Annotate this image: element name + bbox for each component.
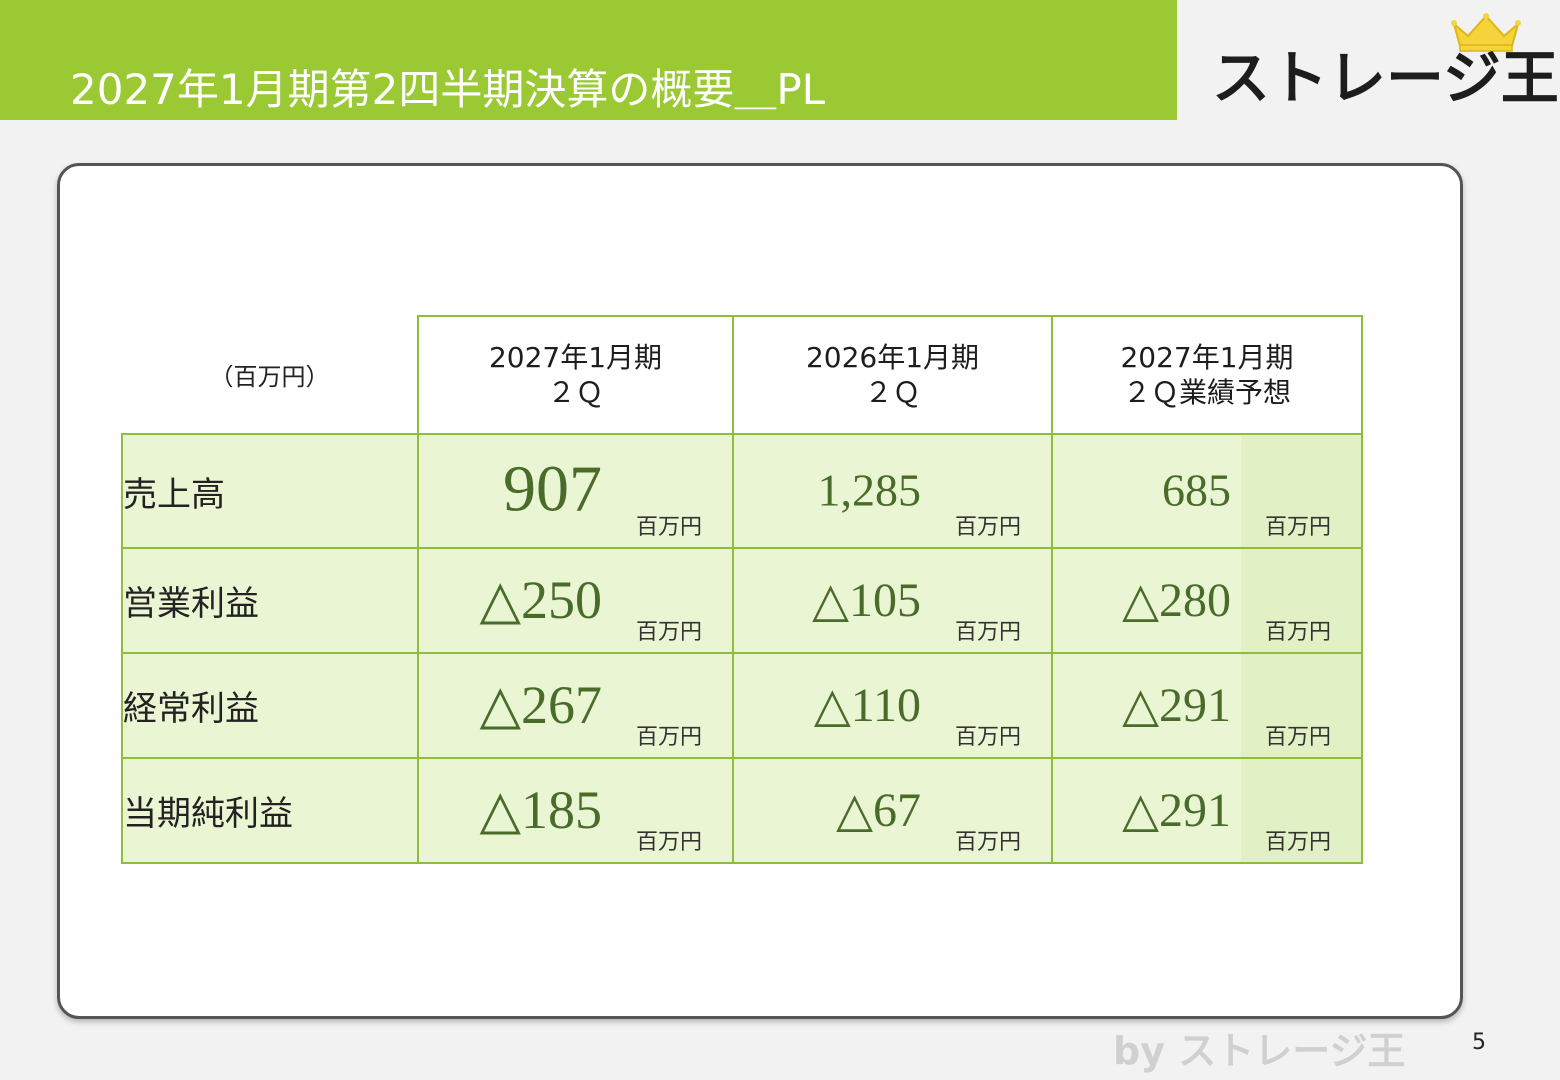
value-number: △105: [812, 573, 921, 627]
value-number: △185: [479, 779, 602, 840]
value-number: △280: [1122, 573, 1231, 627]
value-number: △250: [479, 569, 602, 630]
brand-logo: ストレージ王: [1212, 10, 1559, 110]
unit-suffix: 百万円: [635, 620, 702, 645]
value-number: 1,285: [817, 464, 922, 516]
table-header-row: （百万円） 2027年1月期 ２Ｑ 2026年1月期 ２Ｑ 2027年1月期 ２…: [122, 315, 1363, 435]
column-header: 2027年1月期 ２Ｑ: [417, 315, 734, 435]
cell-shade: [1241, 760, 1360, 861]
unit-label: （百万円）: [122, 316, 419, 435]
column-header-line1: 2026年1月期: [805, 341, 980, 374]
cell-shade: [1241, 550, 1360, 651]
table-row: 営業利益 △250 百万円 △105 百万円 △280 百万円: [121, 547, 1363, 654]
title-bar: 2027年1月期第2四半期決算の概要＿PL: [0, 0, 1177, 120]
footer-brand: by ストレージ王: [1113, 1029, 1406, 1073]
column-header-line1: 2027年1月期: [488, 341, 663, 374]
value-number: 685: [1162, 464, 1231, 516]
column-header: 2026年1月期 ２Ｑ: [732, 315, 1053, 435]
unit-suffix: 百万円: [635, 830, 702, 855]
table-row: 経常利益 △267 百万円 △110 百万円 △291 百万円: [121, 652, 1363, 759]
value-number: △291: [1122, 783, 1231, 837]
unit-suffix: 百万円: [954, 725, 1021, 750]
value-cell: △185 百万円: [417, 757, 734, 864]
column-header-line2: ２Ｑ: [547, 376, 604, 409]
value-number: △291: [1122, 678, 1231, 732]
unit-suffix: 百万円: [954, 830, 1021, 855]
pl-table: （百万円） 2027年1月期 ２Ｑ 2026年1月期 ２Ｑ 2027年1月期 ２…: [121, 315, 1363, 864]
unit-suffix: 百万円: [954, 620, 1021, 645]
value-number: △267: [479, 674, 602, 735]
column-header: 2027年1月期 ２Ｑ業績予想: [1051, 315, 1363, 435]
unit-suffix: 百万円: [954, 515, 1021, 540]
value-cell: △280 百万円: [1051, 547, 1363, 654]
value-cell: △105 百万円: [732, 547, 1053, 654]
value-cell: △267 百万円: [417, 652, 734, 759]
row-label: 当期純利益: [121, 757, 419, 864]
row-label: 営業利益: [121, 547, 419, 654]
value-number: △110: [813, 678, 921, 732]
unit-suffix: 百万円: [635, 725, 702, 750]
table-row: 当期純利益 △185 百万円 △67 百万円 △291 百万円: [121, 757, 1363, 864]
value-number: △67: [836, 783, 921, 837]
logo-wordmark: ストレージ王: [1212, 44, 1559, 112]
row-label: 売上高: [121, 433, 419, 549]
value-cell: △291 百万円: [1051, 757, 1363, 864]
row-label: 経常利益: [121, 652, 419, 759]
value-cell: △67 百万円: [732, 757, 1053, 864]
value-cell: △250 百万円: [417, 547, 734, 654]
cell-shade: [1241, 436, 1360, 546]
cell-shade: [1241, 655, 1360, 756]
value-cell: △291 百万円: [1051, 652, 1363, 759]
value-cell: △110 百万円: [732, 652, 1053, 759]
unit-suffix: 百万円: [1264, 515, 1331, 540]
table-row: 売上高 907 百万円 1,285 百万円 685 百万円: [121, 433, 1363, 549]
value-cell: 907 百万円: [417, 433, 734, 549]
value-number: 907: [503, 452, 602, 526]
unit-suffix: 百万円: [1264, 725, 1331, 750]
page-number: 5: [1472, 1030, 1486, 1055]
value-cell: 1,285 百万円: [732, 433, 1053, 549]
unit-suffix: 百万円: [1264, 830, 1331, 855]
crown-icon: [1451, 13, 1521, 52]
value-cell: 685 百万円: [1051, 433, 1363, 549]
column-header-line2: ２Ｑ業績予想: [1122, 376, 1291, 409]
page-title: 2027年1月期第2四半期決算の概要＿PL: [70, 65, 826, 114]
column-header-line2: ２Ｑ: [864, 376, 921, 409]
unit-suffix: 百万円: [635, 515, 702, 540]
unit-suffix: 百万円: [1264, 620, 1331, 645]
column-header-line1: 2027年1月期: [1120, 341, 1294, 374]
